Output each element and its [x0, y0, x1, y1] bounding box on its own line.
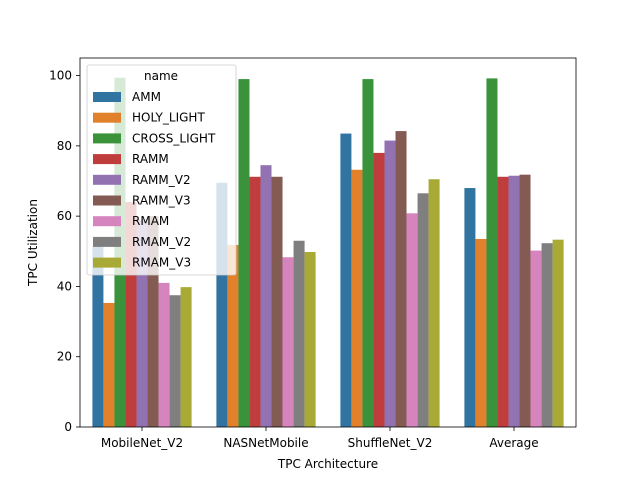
bar-amm-3 — [464, 188, 476, 427]
bar-ramm-v2-1 — [260, 165, 272, 427]
bar-amm-1 — [216, 182, 228, 427]
legend-label: AMM — [132, 90, 161, 104]
bar-ramm-0 — [125, 202, 137, 427]
y-tick-label: 100 — [49, 69, 72, 83]
legend-swatch — [93, 154, 121, 165]
bar-rmam-v3-0 — [180, 287, 192, 427]
bar-rmam-v3-3 — [552, 239, 564, 427]
bar-rmam-v2-0 — [169, 295, 181, 427]
y-tick-label: 80 — [57, 139, 72, 153]
legend-swatch — [93, 236, 121, 247]
bar-ramm-v3-1 — [271, 176, 283, 427]
y-tick-label: 0 — [64, 420, 72, 434]
bar-ramm-v2-3 — [508, 175, 520, 427]
bar-rmam-1 — [282, 257, 294, 427]
legend-swatch — [93, 133, 121, 144]
bar-rmam-3 — [530, 250, 542, 427]
x-tick-label: MobileNet_V2 — [101, 436, 183, 450]
legend-label: RAMM — [132, 152, 169, 166]
bar-rmam-v3-1 — [304, 251, 316, 427]
y-tick-label: 40 — [57, 279, 72, 293]
bar-cross-light-1 — [238, 79, 250, 427]
bar-amm-2 — [340, 133, 352, 427]
bar-rmam-0 — [158, 282, 170, 427]
x-axis: MobileNet_V2 NASNetMobile ShuffleNet_V2 Ave… — [101, 427, 539, 450]
axes-frame — [79, 57, 577, 428]
bar-rmam-v3-2 — [428, 179, 440, 427]
y-tick-label: 60 — [57, 209, 72, 223]
y-axis-title: TPC Utilization — [26, 199, 40, 287]
bar-ramm-3 — [497, 176, 509, 427]
bar-holy-light-3 — [475, 238, 487, 427]
legend-label: RAMM_V2 — [132, 173, 191, 187]
legend: name AMM HOLY_LIGHT CROSS_LIGHT RAMM RAMM_V2… — [86, 64, 237, 276]
bar-ramm-v3-3 — [519, 174, 531, 427]
bar-holy-light-1 — [227, 244, 239, 427]
x-tick-label: ShuffleNet_V2 — [348, 436, 433, 450]
bar-holy-light-2 — [351, 169, 363, 427]
bar-amm-0 — [92, 246, 104, 427]
bar-ramm-v3-2 — [395, 131, 407, 427]
bar-ramm-1 — [249, 176, 261, 427]
legend-label: RMAM — [132, 214, 169, 228]
bar-ramm-v3-0 — [147, 216, 159, 427]
bar-ramm-v2-2 — [384, 140, 396, 427]
bar-holy-light-0 — [103, 302, 115, 427]
bars-layer — [92, 77, 564, 428]
x-tick-label: Average — [489, 436, 538, 450]
legend-swatch — [93, 257, 121, 268]
legend-label: RMAM_V2 — [132, 235, 191, 249]
legend-title: name — [144, 69, 178, 83]
legend-swatch — [93, 174, 121, 185]
legend-label: RMAM_V3 — [132, 256, 191, 270]
legend-label: RAMM_V3 — [132, 194, 191, 208]
bar-ramm-2 — [373, 152, 385, 427]
legend-box — [86, 64, 237, 276]
y-axis: 0 20 40 60 80 100 — [49, 69, 80, 434]
bar-rmam-2 — [406, 213, 418, 427]
legend-swatch — [93, 112, 121, 123]
y-tick-label: 20 — [57, 350, 72, 364]
bar-cross-light-2 — [362, 79, 374, 427]
legend-swatch — [93, 92, 121, 102]
legend-swatch — [93, 195, 121, 206]
bar-rmam-v2-2 — [417, 193, 429, 427]
bar-rmam-v2-3 — [541, 243, 553, 427]
x-tick-label: NASNetMobile — [223, 436, 308, 450]
legend-label: CROSS_LIGHT — [132, 131, 216, 145]
bar-cross-light-3 — [486, 78, 498, 427]
legend-swatch — [93, 216, 121, 227]
legend-label: HOLY_LIGHT — [132, 111, 205, 125]
x-axis-title: TPC Architecture — [277, 457, 378, 471]
bar-rmam-v2-1 — [293, 240, 305, 427]
bar-ramm-v2-0 — [136, 219, 148, 427]
